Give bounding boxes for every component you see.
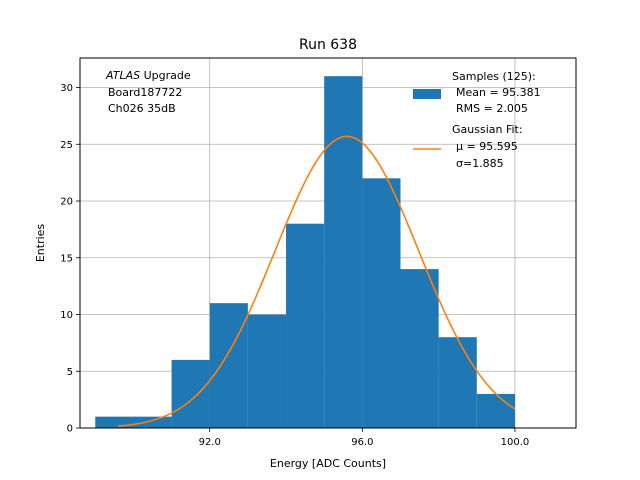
info-box: ATLAS Upgrade Board187722 Ch026 35dB bbox=[105, 69, 191, 115]
histogram-bar-3 bbox=[247, 314, 287, 428]
histogram-bar-6 bbox=[362, 178, 401, 428]
y-tick-label-3: 15 bbox=[60, 253, 73, 264]
x-tick-label-2: 100.0 bbox=[501, 437, 530, 448]
legend-samples-title: Samples (125): bbox=[452, 70, 536, 83]
legend-fit-title: Gaussian Fit: bbox=[452, 123, 523, 136]
chart-title: Run 638 bbox=[299, 37, 357, 53]
histogram-bar-2 bbox=[209, 303, 248, 428]
legend-samples-swatch bbox=[413, 89, 441, 99]
y-tick-label-6: 30 bbox=[60, 83, 73, 94]
histogram-bar-4 bbox=[286, 223, 325, 428]
histogram-bar-8 bbox=[438, 337, 477, 428]
y-tick-label-2: 10 bbox=[60, 310, 73, 321]
y-tick-label-5: 25 bbox=[60, 140, 73, 151]
info-experiment-suffix: Upgrade bbox=[140, 69, 191, 82]
histogram-bar-0 bbox=[95, 416, 172, 428]
gaussian-fit-curve bbox=[118, 135, 516, 427]
x-tick-label-0: 92.0 bbox=[199, 437, 221, 448]
bars-layer bbox=[95, 76, 515, 428]
x-tick-label-1: 96.0 bbox=[351, 437, 373, 448]
info-experiment: ATLAS bbox=[105, 69, 140, 82]
legend: Samples (125): Mean = 95.381 RMS = 2.005… bbox=[413, 70, 541, 170]
legend-fit-mu: μ = 95.595 bbox=[456, 140, 518, 153]
legend-samples-mean: Mean = 95.381 bbox=[456, 86, 541, 99]
histogram-bar-7 bbox=[400, 269, 439, 428]
y-axis-label: Entries bbox=[34, 224, 47, 263]
info-experiment-line: ATLAS Upgrade bbox=[105, 69, 191, 82]
y-tick-label-4: 20 bbox=[60, 197, 73, 208]
info-channel: Ch026 35dB bbox=[108, 102, 176, 115]
info-board: Board187722 bbox=[108, 86, 182, 99]
ticks-layer: 92.0 96.0 100.0 0 5 10 15 20 25 30 bbox=[60, 83, 529, 448]
x-axis-label: Energy [ADC Counts] bbox=[270, 457, 386, 470]
legend-fit-sigma: σ=1.885 bbox=[456, 157, 504, 170]
y-tick-label-0: 0 bbox=[67, 424, 73, 435]
histogram-bar-9 bbox=[476, 393, 515, 428]
fit-layer bbox=[118, 135, 516, 427]
plot-frame bbox=[79, 57, 577, 429]
legend-samples-rms: RMS = 2.005 bbox=[456, 102, 528, 115]
y-tick-label-1: 5 bbox=[67, 367, 73, 378]
histogram-bar-1 bbox=[171, 359, 210, 428]
histogram-bar-5 bbox=[324, 76, 363, 428]
